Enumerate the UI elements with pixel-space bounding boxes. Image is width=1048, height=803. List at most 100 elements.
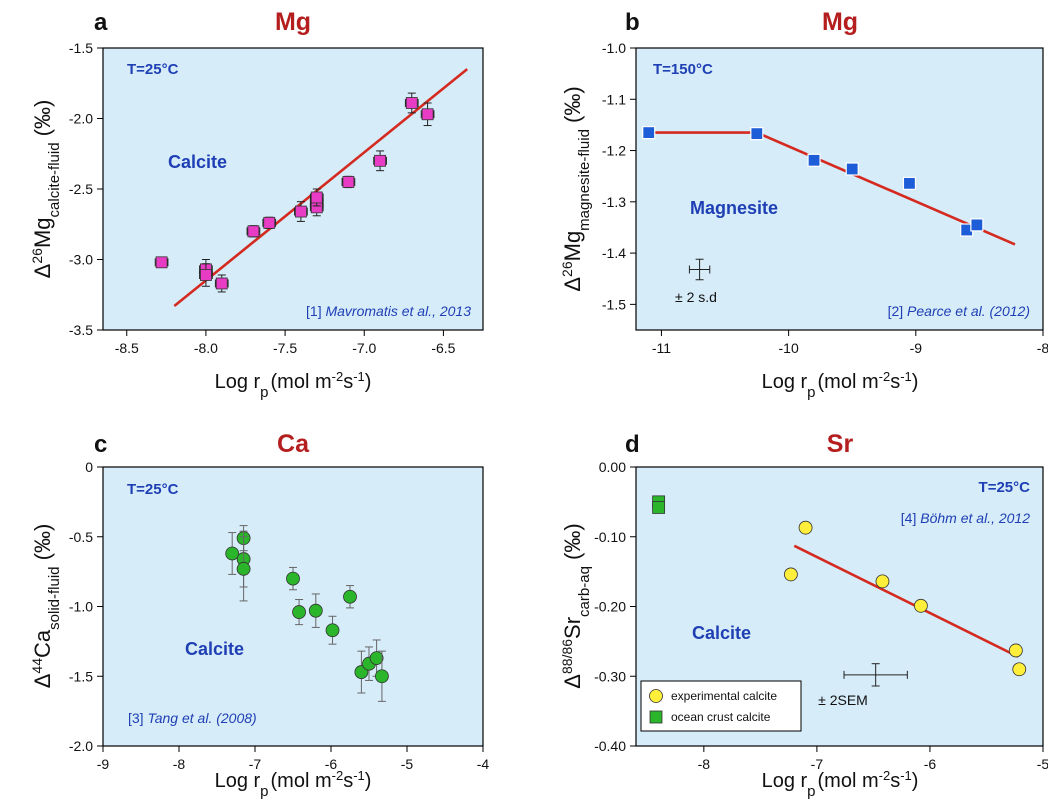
x-tick-label: -7.5 [273, 340, 297, 356]
y-tick-label: -1.0 [69, 599, 93, 615]
data-point [798, 520, 813, 535]
panel-title: Mg [822, 8, 858, 36]
x-tick-label: -8 [173, 756, 186, 772]
data-point [225, 546, 240, 561]
reference-label: [1] Mavromatis et al., 2013 [306, 303, 471, 319]
data-point [343, 589, 357, 604]
x-tick-label: -9 [910, 340, 923, 356]
panel-letter: c [94, 431, 107, 458]
data-point [263, 216, 276, 229]
data-point [652, 501, 666, 514]
data-point [215, 277, 228, 290]
fit-line [173, 68, 469, 308]
temperature-label: T=25°C [127, 481, 179, 498]
legend-box [640, 680, 802, 732]
x-tick-label: -7 [249, 756, 262, 772]
y-tick-label: -0.10 [594, 529, 626, 545]
y-tick-label: 0 [85, 459, 93, 475]
x-axis-label: Log rp (mol m-2s-1) [762, 369, 919, 401]
y-tick-label: -1.3 [602, 194, 626, 210]
data-point [902, 176, 917, 190]
panel-letter: a [94, 9, 108, 36]
y-tick-label: -2.0 [69, 111, 93, 127]
y-tick-label: -1.5 [69, 40, 93, 56]
legend-marker [649, 710, 663, 724]
y-tick-label: -1.2 [602, 143, 626, 159]
data-point [421, 108, 434, 121]
data-point [750, 127, 764, 141]
y-axis-label: Δ44Casolid-fluid (‰) [29, 524, 63, 689]
y-tick-label: -1.5 [69, 668, 93, 684]
data-point [807, 153, 821, 167]
legend-label: experimental calcite [671, 689, 777, 703]
data-point [155, 256, 168, 269]
reference-label: [3] Tang et al. (2008) [128, 710, 257, 726]
mineral-label: Calcite [185, 639, 244, 659]
data-point [286, 571, 300, 586]
mineral-label: Calcite [692, 623, 751, 643]
panel-title: Ca [277, 430, 310, 458]
y-axis-label: Δ26Mgcalcite-fluid (‰) [29, 100, 63, 279]
y-tick-label: -0.20 [594, 599, 626, 615]
x-tick-label: -8 [698, 756, 711, 772]
y-tick-label: -2.5 [69, 181, 93, 197]
panel-a: a Mg -8.5 -8.0 -7.5 -7.0 -6.5 -3.5 -3.0 -2.5 -2.0 -… [29, 8, 484, 401]
x-tick-label: -11 [652, 340, 671, 356]
y-tick-label: -0.30 [594, 668, 626, 684]
panel-letter: d [625, 431, 640, 458]
x-tick-label: -7.0 [352, 340, 376, 356]
data-point [875, 574, 890, 589]
error-bar-example [843, 663, 908, 687]
y-tick-label: -0.5 [69, 529, 93, 545]
y-tick-label: -3.5 [69, 322, 93, 338]
panel-letter: b [625, 9, 640, 36]
temperature-label: T=150°C [653, 61, 713, 78]
x-tick-label: -8.0 [194, 340, 218, 356]
mineral-label: Magnesite [690, 198, 778, 218]
y-tick-label: -1.5 [602, 296, 626, 312]
x-tick-label: -8 [1037, 340, 1048, 356]
mineral-label: Calcite [168, 152, 227, 172]
data-point [405, 97, 418, 109]
reference-label: [4] Böhm et al., 2012 [901, 510, 1030, 526]
data-point [642, 125, 656, 140]
data-point [295, 205, 307, 218]
data-point [970, 218, 984, 232]
x-axis-label: Log rp (mol m-2s-1) [762, 768, 919, 800]
x-tick-label: -4 [477, 756, 490, 772]
plot-area [102, 466, 484, 747]
x-tick-label: -5 [1037, 756, 1048, 772]
temperature-label: T=25°C [127, 61, 179, 78]
data-point [375, 669, 389, 684]
x-tick-label: -9 [97, 756, 110, 772]
plot-area [635, 47, 1044, 331]
data-point [783, 567, 798, 582]
temperature-label: T=25°C [979, 479, 1031, 496]
panel-d: d Sr -8 -7 -6 -5 -0.40 -0.30 -0.20 -0.10 0.00 Log r… [559, 430, 1048, 800]
y-tick-label: -0.40 [594, 738, 626, 754]
data-point [914, 598, 928, 613]
data-point [247, 225, 260, 238]
y-tick-label: -1.0 [602, 40, 626, 56]
x-tick-label: -7 [811, 756, 824, 772]
data-point [1012, 662, 1027, 677]
data-point [308, 603, 323, 618]
y-tick-label: 0.00 [599, 459, 626, 475]
x-tick-label: -5 [401, 756, 414, 772]
x-axis-label: Log rp (mol m-2s-1) [215, 369, 372, 401]
data-point [236, 561, 251, 576]
y-axis-label: Δ26Mgmagnesite-fluid (‰) [559, 86, 593, 291]
x-tick-label: -6 [325, 756, 338, 772]
x-tick-label: -10 [779, 340, 799, 356]
panel-b: b Mg -11 -10 -9 -8 -1.5 -1.4 -1.3 -1.2 -1.1 -1.0 Log… [559, 8, 1048, 401]
x-axis-label: Log rp (mol m-2s-1) [215, 768, 372, 800]
data-point [342, 176, 355, 188]
data-point [310, 191, 323, 204]
error-bar-example [688, 258, 711, 281]
reference-label: [2] Pearce et al. (2012) [888, 303, 1030, 319]
x-tick-label: -6.5 [431, 340, 455, 356]
data-point [369, 651, 384, 666]
panel-title: Mg [275, 8, 311, 36]
fit-line [793, 544, 1019, 658]
